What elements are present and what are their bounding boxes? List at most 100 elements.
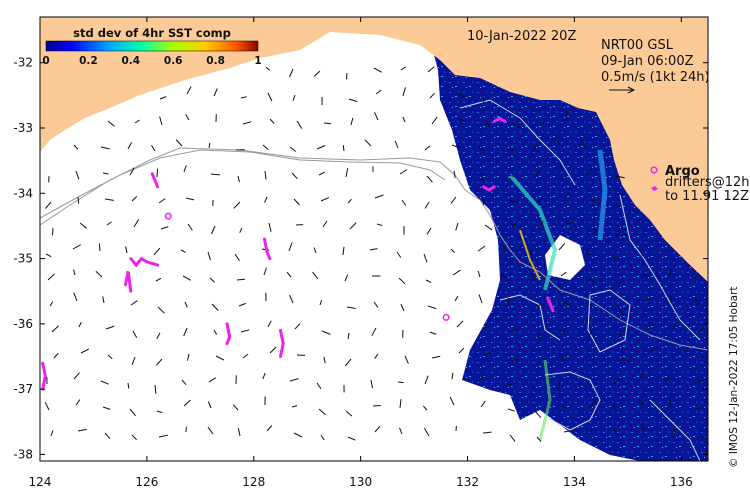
current-vector [264,196,268,203]
current-vector [455,222,459,231]
current-vector [289,68,294,78]
current-vector [269,118,275,124]
current-vector [105,325,115,330]
y-tick-label: -34 [13,186,33,200]
current-vector [372,405,381,407]
current-vector [207,401,212,409]
colorbar-tick-label: 1 [254,55,261,67]
current-vector [399,399,402,409]
current-vector [394,140,399,149]
current-vector [107,120,115,127]
current-vector [77,428,87,432]
current-vector [399,427,403,435]
current-vector [580,140,588,149]
current-vector [451,372,454,380]
current-vector [266,425,273,432]
current-vector [323,122,332,125]
current-vector [125,246,128,254]
current-vector [613,428,619,437]
y-tick-label: -32 [13,56,33,70]
current-vector [104,198,114,201]
colorbar-tick-label: 0.4 [121,55,140,67]
current-vector [50,430,54,437]
land-mass [40,17,708,282]
current-vector [183,165,187,173]
x-tick-label: 134 [563,475,586,489]
current-vector [429,331,437,335]
current-vector [454,295,459,302]
current-vector [131,196,138,202]
current-vector [75,170,80,180]
current-vector [699,326,706,332]
current-vector [130,300,138,306]
current-vector [538,221,544,230]
current-vector [263,267,267,276]
current-vector [500,273,508,280]
current-vector [397,381,404,384]
product-label: NRT00 GSL [601,38,674,53]
current-vector [425,279,432,283]
current-vector [535,303,543,308]
current-vector [102,172,109,175]
current-vector [296,120,303,129]
current-vector [590,199,600,203]
current-vector [180,249,186,253]
current-vector [208,142,211,149]
current-vector [102,296,105,304]
current-vector [422,405,428,411]
current-vector [558,379,561,389]
current-vector [424,145,431,151]
current-vector [563,429,573,433]
current-vector [159,96,167,100]
current-vector [458,347,465,354]
drifter-track [225,322,232,345]
current-vector [106,221,112,226]
current-vector [316,382,322,389]
y-tick-label: -37 [13,382,33,396]
current-vector [587,277,597,283]
current-vector [478,146,483,152]
current-vector [313,247,317,254]
current-vector [131,356,136,365]
current-vector [485,350,495,356]
current-vector [532,384,535,390]
current-vector [701,356,708,358]
current-vector [613,379,621,385]
drifter-track [492,116,507,123]
current-vector [645,324,655,328]
drifters-period-label: to 11.91 12Z [665,189,749,204]
current-vector [158,434,168,438]
current-vector [587,329,593,339]
current-vector [585,251,592,255]
y-tick-label: -33 [13,121,33,135]
y-axis: -32 -33 -34 -35 -36 -37 -38 [13,56,708,461]
current-vector [234,253,240,261]
current-vector [156,332,161,340]
x-tick-label: 132 [456,475,479,489]
drifter-legend-marker [651,186,658,191]
current-vector [213,88,218,97]
current-vector [210,173,220,176]
current-vector [485,120,491,128]
current-vector [131,434,137,441]
current-vector [349,222,357,230]
drifters-legend-label: drifters@12h [665,175,750,190]
current-vector [291,405,298,408]
current-vector [53,352,59,359]
current-vector [453,170,456,178]
current-vector [207,251,211,261]
current-vector [560,353,568,360]
current-vector [402,116,406,123]
current-vector [269,346,277,354]
current-vector [267,320,272,328]
current-vector [667,375,670,382]
current-vector [184,301,188,308]
argo-float [164,212,172,220]
current-vector [614,279,621,286]
current-vector [312,271,319,280]
current-vector [289,294,294,304]
current-vector [127,382,130,389]
current-vector [637,398,644,406]
current-vector [641,274,651,276]
current-vector [369,248,378,251]
